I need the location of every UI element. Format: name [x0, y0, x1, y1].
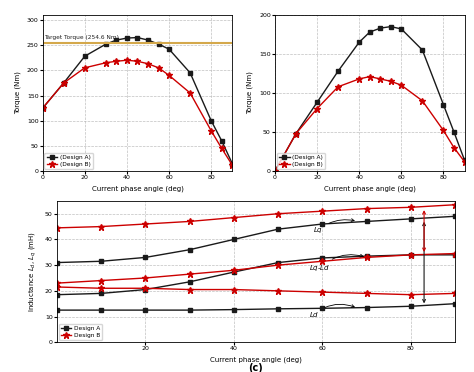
(Design B): [114, 59, 119, 64]
Legend: (Design A), (Design B): (Design A), (Design B): [277, 153, 325, 169]
Legend: Design A, Design B: Design A, Design B: [59, 324, 102, 340]
(Design B): [187, 91, 193, 95]
(Design B): [82, 65, 88, 70]
Line: (Design A): (Design A): [40, 35, 235, 166]
Y-axis label: Torque (Nm): Torque (Nm): [15, 71, 21, 115]
(Design B): [61, 81, 66, 85]
(Design A): [61, 81, 66, 85]
(Design B): [124, 58, 130, 62]
(Design A): [40, 106, 46, 110]
Legend: (Design A), (Design B): (Design A), (Design B): [45, 153, 93, 169]
(Design B): [335, 84, 341, 89]
(Design A): [388, 24, 393, 29]
(Design B): [377, 77, 383, 81]
(Design A): [187, 71, 193, 75]
Text: (b): (b): [362, 204, 378, 214]
(Design A): [145, 38, 151, 42]
X-axis label: Current phase angle (deg): Current phase angle (deg): [91, 186, 183, 192]
(Design A): [451, 130, 457, 134]
Text: Target Torque (254.6 Nm): Target Torque (254.6 Nm): [44, 35, 118, 40]
(Design A): [441, 102, 447, 107]
(Design B): [367, 74, 373, 79]
(Design A): [155, 42, 161, 46]
(Design A): [314, 100, 320, 105]
Line: (Design A): (Design A): [273, 24, 467, 174]
(Design B): [293, 131, 299, 136]
(Design B): [219, 146, 225, 151]
(Design B): [356, 77, 362, 81]
(Design A): [356, 40, 362, 44]
Line: (Design B): (Design B): [272, 73, 468, 174]
X-axis label: Current phase angle (deg): Current phase angle (deg): [324, 186, 416, 192]
(Design B): [209, 129, 214, 133]
X-axis label: Current phase angle (deg): Current phase angle (deg): [210, 357, 302, 363]
(Design B): [40, 106, 46, 110]
(Design B): [419, 99, 425, 103]
(Design B): [314, 106, 320, 111]
(Design A): [399, 27, 404, 31]
(Design B): [388, 79, 393, 83]
(Design B): [103, 61, 109, 65]
(Design B): [272, 169, 278, 173]
(Design A): [209, 119, 214, 123]
(Design A): [462, 158, 467, 163]
(Design B): [229, 163, 235, 167]
(Design A): [82, 54, 88, 58]
Text: $Ld$: $Ld$: [309, 304, 354, 318]
Y-axis label: Inductance $L_d$, $L_q$ (mH): Inductance $L_d$, $L_q$ (mH): [28, 231, 39, 312]
(Design B): [462, 160, 467, 164]
(Design B): [155, 65, 161, 70]
(Design A): [124, 36, 130, 40]
(Design A): [135, 35, 140, 40]
(Design A): [166, 47, 172, 51]
Line: (Design B): (Design B): [39, 57, 236, 169]
(Design A): [114, 38, 119, 42]
(Design B): [441, 128, 447, 133]
(Design A): [229, 161, 235, 166]
(Design B): [145, 61, 151, 66]
(Design A): [367, 30, 373, 34]
(Design B): [135, 59, 140, 64]
Text: $Lq$-$Ld$: $Lq$-$Ld$: [309, 254, 363, 273]
(Design A): [335, 69, 341, 73]
(Design B): [399, 83, 404, 87]
(Design A): [293, 131, 299, 136]
Text: (a): (a): [130, 204, 145, 214]
(Design B): [451, 145, 457, 150]
Text: $Lq$: $Lq$: [313, 219, 354, 235]
Y-axis label: Torque (Nm): Torque (Nm): [247, 71, 254, 115]
(Design B): [166, 73, 172, 78]
(Design A): [103, 42, 109, 46]
(Design A): [272, 169, 278, 173]
(Design A): [219, 139, 225, 143]
(Design A): [419, 48, 425, 52]
Text: (c): (c): [248, 362, 264, 372]
(Design A): [377, 26, 383, 31]
